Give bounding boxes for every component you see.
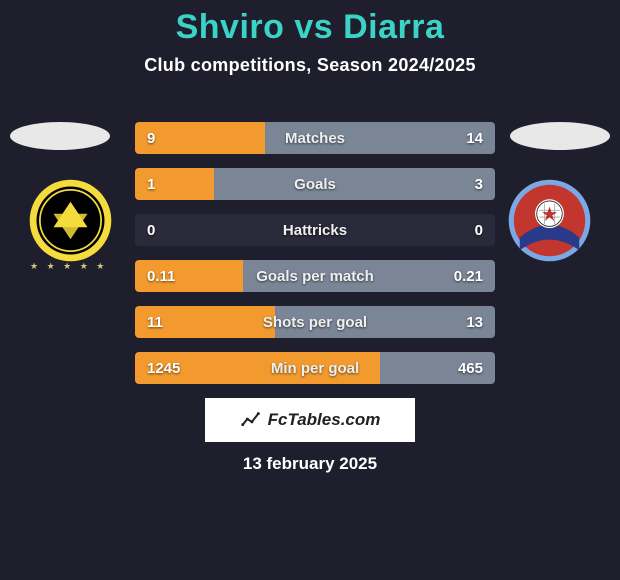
stat-row: 1 Goals 3 <box>135 168 495 200</box>
stat-bar-left <box>135 122 265 154</box>
stat-bar-right <box>275 306 495 338</box>
stats-bar-group: 9 Matches 14 1 Goals 3 0 Hattricks 0 0.1… <box>135 122 495 398</box>
stat-bar-right <box>265 122 495 154</box>
stat-value-right: 0 <box>475 222 483 239</box>
stat-row: 11 Shots per goal 13 <box>135 306 495 338</box>
stat-row: 0.11 Goals per match 0.21 <box>135 260 495 292</box>
stat-bar-right <box>243 260 495 292</box>
club-badge-right <box>507 178 592 263</box>
page-subtitle: Club competitions, Season 2024/2025 <box>0 55 620 76</box>
chart-icon <box>240 409 262 431</box>
stat-value-left: 0 <box>147 222 155 239</box>
stat-label: Hattricks <box>135 222 495 239</box>
stat-bar-left <box>135 168 214 200</box>
club-badge-left-stars: ★ ★ ★ ★ ★ <box>30 261 107 272</box>
stat-row: 0 Hattricks 0 <box>135 214 495 246</box>
generated-date: 13 february 2025 <box>0 454 620 474</box>
watermark: FcTables.com <box>205 398 415 442</box>
stat-row: 9 Matches 14 <box>135 122 495 154</box>
player-left-silhouette <box>10 122 110 150</box>
club-badge-right-icon <box>507 178 592 263</box>
stat-bar-left <box>135 260 243 292</box>
page-title: Shviro vs Diarra <box>0 0 620 47</box>
club-badge-left <box>28 178 113 263</box>
stat-bar-left <box>135 306 275 338</box>
stat-bar-right <box>380 352 495 384</box>
stat-bar-right <box>214 168 495 200</box>
watermark-text: FcTables.com <box>268 410 381 430</box>
stat-row: 1245 Min per goal 465 <box>135 352 495 384</box>
stat-bar-left <box>135 352 380 384</box>
club-badge-left-icon <box>28 178 113 263</box>
player-right-silhouette <box>510 122 610 150</box>
